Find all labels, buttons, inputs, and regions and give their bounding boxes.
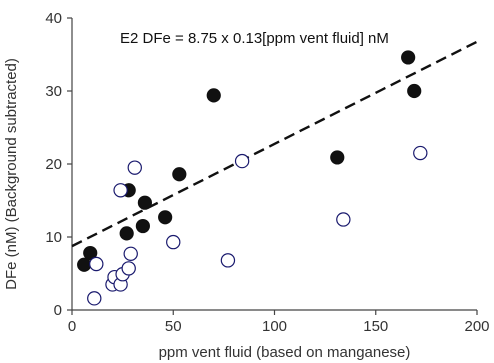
y-ticks: 0 10 20 30 40 <box>45 10 72 319</box>
y-tick-label: 30 <box>45 83 62 100</box>
chart-annotation: E2 DFe = 8.75 x 0.13[ppm vent fluid] nM <box>120 30 389 47</box>
data-point-open <box>113 183 128 198</box>
x-tick-label: 0 <box>68 318 76 335</box>
data-point-filled <box>77 257 92 272</box>
data-point-filled <box>330 150 345 165</box>
data-point-open <box>166 234 181 250</box>
y-axis-label: DFe (nM) (Background subtracted) <box>3 58 20 290</box>
data-point-filled <box>407 83 422 99</box>
data-point-filled <box>119 226 134 241</box>
x-axis-label: ppm vent fluid (based on manganese) <box>159 344 411 361</box>
y-tick-label: 0 <box>54 302 62 319</box>
data-point-filled <box>401 50 416 65</box>
y-tick-label: 40 <box>45 10 62 27</box>
axes: 0 50 100 150 200 0 10 20 30 40 <box>45 10 489 335</box>
data-point-open <box>336 212 351 227</box>
data-point-open <box>234 153 250 169</box>
x-tick-label: 100 <box>262 318 287 335</box>
x-tick-label: 150 <box>363 318 388 335</box>
y-tick-label: 20 <box>45 156 62 173</box>
data-point-open <box>121 261 136 276</box>
data-point-filled <box>172 167 187 182</box>
data-point-open <box>123 246 138 261</box>
trendline <box>71 40 478 248</box>
x-ticks: 0 50 100 150 200 <box>68 310 490 335</box>
x-tick-label: 50 <box>165 318 182 335</box>
data-point-open <box>89 256 104 272</box>
data-point-filled <box>206 88 221 103</box>
data-point-filled <box>137 195 152 210</box>
data-point-open <box>87 291 102 306</box>
data-points <box>77 50 428 306</box>
y-tick-label: 10 <box>45 229 62 246</box>
x-tick-label: 200 <box>464 318 489 335</box>
data-point-open <box>413 145 428 161</box>
data-point-open <box>127 160 142 175</box>
data-point-filled <box>135 218 150 234</box>
data-point-filled <box>83 245 98 261</box>
data-point-filled <box>158 210 173 225</box>
data-point-open <box>220 253 236 268</box>
